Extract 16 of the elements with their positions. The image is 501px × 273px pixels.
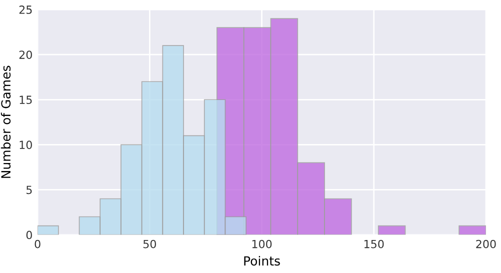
y-tick-label: 25 — [19, 6, 32, 14]
x-tick-label: 150 — [364, 240, 384, 248]
x-tick-label: 200 — [476, 240, 496, 248]
y-axis-title: Number of Games — [0, 66, 11, 178]
y-tick-label: 5 — [26, 186, 32, 194]
x-tick-label: 50 — [143, 240, 156, 248]
y-tick-label: 0 — [26, 230, 32, 240]
bar — [458, 225, 486, 235]
bar — [378, 225, 406, 235]
y-tick-label: 15 — [20, 96, 32, 104]
x-tick-label: 100 — [252, 240, 272, 248]
y-tick-label: 20 — [19, 50, 32, 59]
y-tick-label: 10 — [20, 140, 32, 150]
x-axis-title: Points — [244, 256, 280, 266]
bar — [38, 225, 59, 235]
x-tick-label: 0 — [34, 240, 40, 248]
